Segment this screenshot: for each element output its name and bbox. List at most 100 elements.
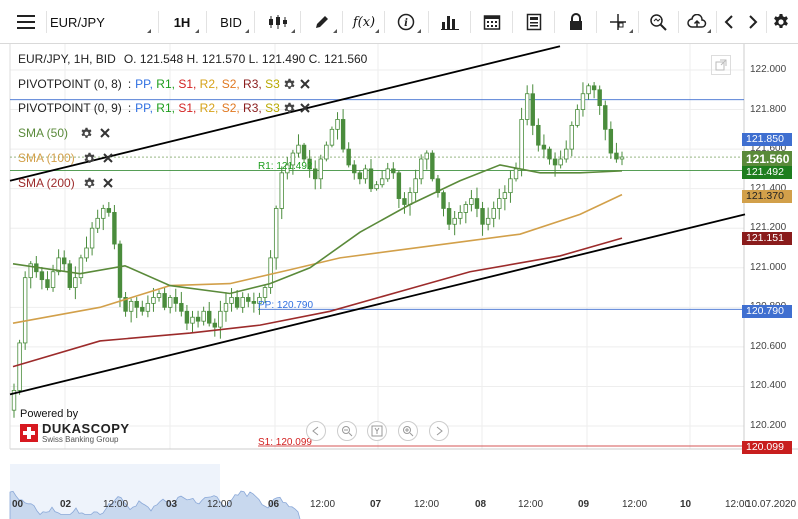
sma50-name: SMA (50): [18, 126, 69, 140]
price-chart[interactable]: [0, 44, 798, 519]
navigator-series: [9, 490, 301, 519]
time-tick: 07: [370, 499, 382, 510]
function-icon: f(x): [352, 14, 376, 30]
candle-body: [430, 152, 435, 180]
timeframe-label: 1H: [173, 14, 191, 30]
candle-body: [279, 172, 284, 209]
scroll-right-button[interactable]: [742, 8, 764, 36]
candle-body: [318, 158, 323, 180]
pivot-level-r1: R1,: [156, 77, 179, 91]
settings-button[interactable]: [768, 8, 794, 36]
sma100-settings-button[interactable]: [83, 152, 96, 165]
timeframe-select[interactable]: 1H: [162, 8, 202, 36]
candle-body: [262, 287, 268, 298]
candle-body: [469, 198, 474, 205]
price-tick: 120.600: [750, 340, 787, 352]
upper-trendline[interactable]: [9, 45, 561, 182]
sma200-settings-button[interactable]: [83, 177, 96, 190]
candle-body: [39, 271, 45, 281]
candle-body: [112, 211, 117, 245]
candle-body: [285, 164, 290, 174]
pivot1-settings-button[interactable]: [283, 78, 296, 91]
instrument-label: EUR/JPY: [50, 14, 105, 30]
pivot-level-s2: S2,: [221, 77, 244, 91]
candle-body: [519, 119, 524, 170]
gear-icon: [84, 152, 95, 163]
lock-icon: [570, 13, 582, 30]
reset-view-button[interactable]: [367, 421, 387, 441]
scroll-left-button[interactable]: [718, 8, 740, 36]
pivot1-remove-button[interactable]: [299, 78, 311, 90]
menu-button[interactable]: [8, 8, 44, 36]
candle-body: [156, 293, 162, 298]
pivot-level-r3: R3,: [243, 77, 266, 91]
lower-trendline[interactable]: [9, 213, 746, 396]
nav-forward-button[interactable]: [429, 421, 449, 441]
bar-chart-icon: [441, 16, 459, 30]
candle-body: [363, 168, 368, 180]
chart-area[interactable]: EUR/JPY, 1H, BID O. 121.548 H. 121.570 L…: [0, 44, 798, 519]
r1-level-label: R1: 121.492: [258, 161, 313, 172]
calendar-button[interactable]: [474, 8, 510, 36]
candle-body: [268, 257, 273, 288]
zoom-button[interactable]: [640, 8, 676, 36]
close-icon: [100, 128, 110, 138]
candle-body: [234, 297, 240, 308]
sma50-remove-button[interactable]: [99, 127, 111, 139]
fit-icon: [371, 425, 383, 437]
pivot2-remove-button[interactable]: [299, 102, 311, 114]
sma200-name: SMA (200): [18, 176, 75, 190]
zoom-out-button[interactable]: [337, 421, 357, 441]
gear-icon: [774, 14, 788, 28]
sma100-indicator[interactable]: SMA (100): [18, 151, 114, 165]
crosshair-button[interactable]: [600, 8, 636, 36]
candle-body: [335, 119, 340, 130]
candle-body: [441, 192, 446, 209]
candle-body: [357, 172, 363, 180]
volume-button[interactable]: [432, 8, 468, 36]
candle-body: [207, 310, 212, 324]
candle-body: [56, 257, 61, 273]
candle-body: [564, 148, 569, 160]
gear-icon: [284, 78, 295, 89]
pp-price-label: 120.790: [742, 305, 792, 318]
zoom-in-button[interactable]: [398, 421, 418, 441]
popout-button[interactable]: [711, 55, 731, 75]
chart-type-button[interactable]: [258, 8, 298, 36]
lock-button[interactable]: [558, 8, 594, 36]
dukascopy-logo[interactable]: DUKASCOPY Swiss Banking Group: [20, 422, 130, 444]
candle-body: [575, 109, 580, 126]
candle-body: [290, 152, 296, 166]
indicators-button[interactable]: f(x): [346, 8, 382, 36]
drawing-tools-button[interactable]: [304, 8, 340, 36]
candle-body: [407, 192, 413, 205]
pivot-indicator-2[interactable]: PIVOTPOINT (0, 9) : PP, R1, S1, R2, S2, …: [18, 101, 311, 115]
nav-back-button[interactable]: [306, 421, 326, 441]
upload-button[interactable]: [680, 8, 714, 36]
pivot-indicator-1[interactable]: PIVOTPOINT (0, 8) : PP, R1, S1, R2, S2, …: [18, 77, 311, 91]
candle-body: [78, 257, 84, 279]
time-tick: 02: [60, 499, 72, 510]
sma100-price-label: 121.370: [742, 190, 792, 203]
info-button[interactable]: i: [388, 8, 424, 36]
sma200-indicator[interactable]: SMA (200): [18, 176, 114, 190]
instrument-select[interactable]: EUR/JPY: [50, 8, 154, 36]
ohlc-values: O. 121.548 H. 121.570 L. 121.490 C. 121.…: [123, 52, 368, 66]
candle-body: [190, 316, 195, 324]
candle-body: [391, 168, 396, 174]
sma200-remove-button[interactable]: [102, 177, 114, 189]
swiss-cross-icon: [20, 424, 38, 442]
navigator-strip[interactable]: [9, 464, 301, 519]
price-tick: 121.200: [750, 222, 787, 234]
sma50-indicator[interactable]: SMA (50): [18, 126, 111, 140]
price-side-select[interactable]: BID: [210, 8, 252, 36]
trend-lines[interactable]: [9, 45, 746, 396]
powered-by-text: Powered by: [20, 408, 79, 420]
candle-body: [140, 306, 145, 312]
s1-price-label: 120.099: [742, 441, 792, 454]
triangle-left-icon: [312, 426, 319, 436]
news-button[interactable]: [516, 8, 552, 36]
sma50-settings-button[interactable]: [80, 127, 93, 140]
pivot2-settings-button[interactable]: [283, 102, 296, 115]
sma100-remove-button[interactable]: [102, 152, 114, 164]
